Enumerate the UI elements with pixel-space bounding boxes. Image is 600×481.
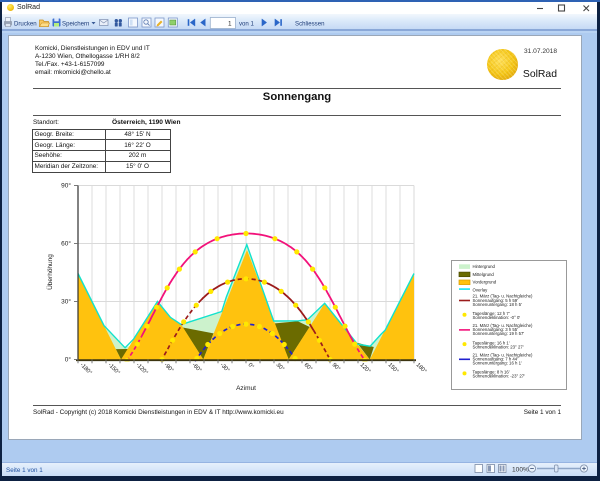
- svg-text:Mittelgrund: Mittelgrund: [473, 272, 495, 277]
- svg-text:Hintergrund: Hintergrund: [473, 264, 496, 269]
- svg-text:Speichern: Speichern: [62, 21, 89, 28]
- svg-text:180°: 180°: [415, 362, 428, 375]
- svg-text:Sonnendeklination: -0° 0': Sonnendeklination: -0° 0': [473, 315, 521, 320]
- svg-text:0°: 0°: [65, 356, 72, 364]
- svg-text:21. März (Tag- u. Nachtgleiche: 21. März (Tag- u. Nachtgleiche): [473, 294, 534, 299]
- svg-text:30°: 30°: [61, 298, 71, 306]
- svg-text:Schliessen: Schliessen: [295, 21, 324, 28]
- svg-text:90°: 90°: [61, 182, 71, 190]
- svg-text:Sonnenuntergang: 18 h 5': Sonnenuntergang: 18 h 5': [473, 302, 523, 307]
- svg-text:100%: 100%: [512, 467, 529, 474]
- svg-text:90°: 90°: [331, 362, 341, 372]
- svg-text:Sonnendeklination: -23° 27': Sonnendeklination: -23° 27': [473, 374, 526, 379]
- svg-text:Überhöhung: Überhöhung: [46, 254, 54, 290]
- svg-text:Drucken: Drucken: [14, 21, 37, 28]
- svg-text:-150°: -150°: [107, 362, 121, 376]
- svg-text:Sonnenuntergang: 16 h 1': Sonnenuntergang: 16 h 1': [473, 361, 523, 366]
- svg-text:Tageslänge: 16 h 1': Tageslänge: 16 h 1': [473, 340, 510, 345]
- svg-text:Sonnenaufgang: 7 h 44': Sonnenaufgang: 7 h 44': [473, 357, 519, 362]
- svg-text:Vordergrund: Vordergrund: [473, 280, 497, 285]
- svg-text:21. März (Tag- u. Nachtgleiche: 21. März (Tag- u. Nachtgleiche): [473, 353, 534, 358]
- svg-text:-90°: -90°: [163, 362, 175, 374]
- svg-text:von 1: von 1: [239, 21, 255, 28]
- svg-text:30°: 30°: [275, 362, 285, 372]
- svg-text:-60°: -60°: [191, 362, 203, 374]
- svg-text:Azimut: Azimut: [236, 385, 256, 392]
- svg-text:21. März (Tag- u. Nachtgleiche: 21. März (Tag- u. Nachtgleiche): [473, 323, 534, 328]
- svg-text:-120°: -120°: [135, 362, 149, 376]
- svg-text:1: 1: [228, 21, 232, 28]
- svg-text:150°: 150°: [387, 362, 400, 375]
- svg-text:Tageslänge: 12 h 7': Tageslänge: 12 h 7': [473, 311, 510, 316]
- svg-text:60°: 60°: [61, 240, 71, 248]
- svg-text:Sonnendeklination: 23° 27': Sonnendeklination: 23° 27': [473, 344, 524, 349]
- svg-text:Overlay: Overlay: [473, 288, 489, 293]
- svg-text:Sonnenaufgang: 5 h 59': Sonnenaufgang: 5 h 59': [473, 298, 519, 303]
- svg-text:Tageslänge: 8 h 16': Tageslänge: 8 h 16': [473, 370, 510, 375]
- svg-text:-180°: -180°: [79, 362, 93, 376]
- svg-text:120°: 120°: [359, 362, 372, 375]
- svg-text:Sonnenaufgang: 3 h 55': Sonnenaufgang: 3 h 55': [473, 327, 519, 332]
- svg-text:-30°: -30°: [219, 362, 231, 374]
- svg-text:Sonnenuntergang: 19 h 57': Sonnenuntergang: 19 h 57': [473, 331, 525, 336]
- svg-text:60°: 60°: [303, 362, 313, 372]
- svg-text:0°: 0°: [247, 362, 255, 370]
